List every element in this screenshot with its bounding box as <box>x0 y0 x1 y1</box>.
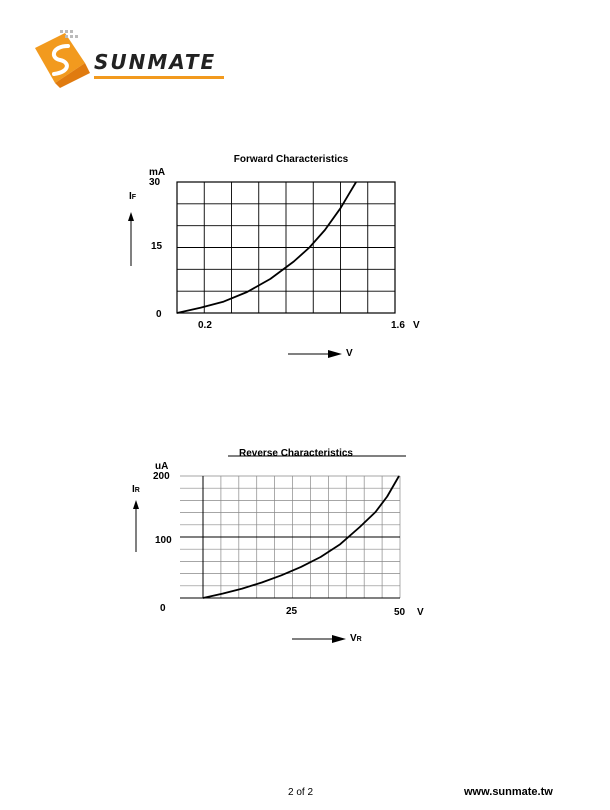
y-tick-label: 0 <box>156 309 162 320</box>
x-axis-label: VR <box>350 633 362 644</box>
y-axis-arrow-icon <box>133 500 139 552</box>
y-unit-label: uA <box>155 461 169 472</box>
logo-mark-icon <box>35 30 90 88</box>
website-link[interactable]: www.sunmate.tw <box>464 786 553 798</box>
x-tick-label: 0.2 <box>198 320 212 331</box>
y-axis-label: IF <box>129 191 137 202</box>
series-line <box>176 181 357 314</box>
y-axis-arrow-icon <box>128 212 134 266</box>
reverse-chart: Reverse Characteristics uA 200 IR 100 0 … <box>132 448 424 644</box>
x-axis-label: V <box>346 348 353 359</box>
brand-underline <box>94 76 224 79</box>
x-unit-label: V <box>417 607 424 618</box>
forward-plot <box>176 181 396 314</box>
chart-title: Reverse Characteristics <box>239 448 353 459</box>
x-axis-arrow-icon <box>292 635 346 643</box>
series-line <box>202 475 400 599</box>
x-tick-label: 25 <box>286 606 298 617</box>
x-tick-label: 50 <box>394 607 406 618</box>
reverse-plot <box>180 455 406 599</box>
y-tick-label: 15 <box>151 241 163 252</box>
y-tick-label: 200 <box>153 471 170 482</box>
chart-title: Forward Characteristics <box>233 154 349 165</box>
y-tick-label: 30 <box>149 177 161 188</box>
x-unit-label: V <box>413 320 420 331</box>
y-unit-label: mA <box>149 167 166 178</box>
x-tick-label: 1.6 <box>391 320 405 331</box>
y-tick-label: 0 <box>160 603 166 614</box>
brand-name: SUNMATE <box>94 50 217 74</box>
forward-chart: Forward Characteristics mA IF 30 15 0 0.… <box>0 0 610 400</box>
y-axis-label: IR <box>132 484 140 495</box>
logo: SUNMATE <box>30 28 230 90</box>
page-number: 2 of 2 <box>288 787 314 798</box>
y-tick-label: 100 <box>155 535 172 546</box>
x-axis-arrow-icon <box>288 350 342 358</box>
